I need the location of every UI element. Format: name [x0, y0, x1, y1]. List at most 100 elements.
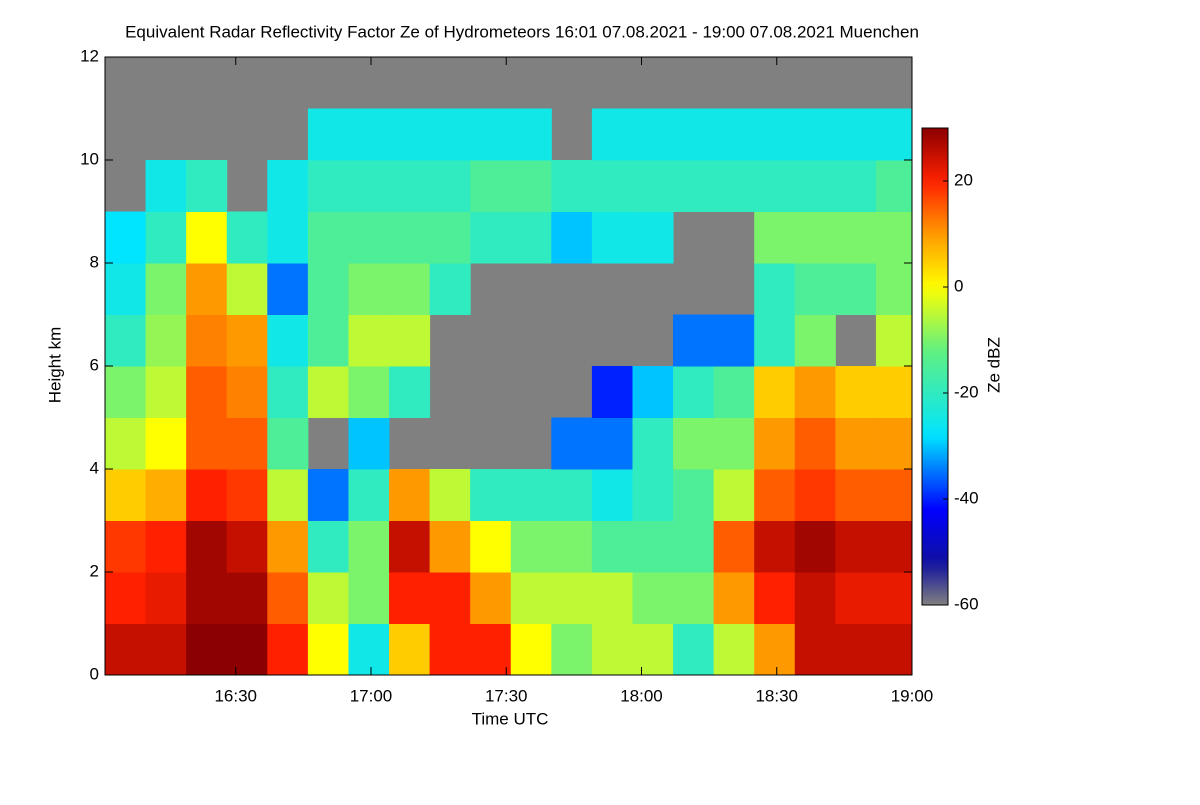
heatmap-cell	[510, 108, 552, 161]
heatmap-cell	[551, 469, 593, 521]
heatmap-cell	[307, 211, 349, 264]
heatmap-cell	[754, 211, 796, 264]
heatmap-cell	[875, 417, 913, 470]
heatmap-cell	[186, 160, 228, 212]
heatmap-cell	[145, 469, 187, 521]
heatmap-cell	[145, 520, 187, 573]
heatmap-cell	[510, 572, 552, 624]
heatmap-cell	[267, 366, 309, 418]
heatmap-cell	[794, 366, 836, 418]
heatmap-cell	[226, 572, 268, 624]
colorbar-tick-label: -20	[954, 382, 979, 401]
heatmap-cell	[794, 263, 836, 315]
heatmap-cell	[470, 108, 512, 161]
heatmap-cell	[632, 572, 674, 624]
heatmap-cell	[429, 263, 471, 315]
heatmap-cell	[591, 623, 633, 676]
heatmap-cell	[875, 623, 913, 676]
heatmap-cell	[754, 520, 796, 573]
heatmap-cell	[307, 314, 349, 367]
heatmap-cell	[591, 160, 633, 212]
heatmap-cell	[186, 366, 228, 418]
heatmap-cell	[267, 520, 309, 573]
heatmap-cell	[875, 366, 913, 418]
heatmap-cell	[591, 572, 633, 624]
heatmap-cell	[429, 160, 471, 212]
heatmap-cell	[389, 314, 431, 367]
heatmap-cell	[794, 108, 836, 161]
heatmap-cell	[835, 572, 877, 624]
heatmap-cell	[105, 211, 147, 264]
heatmap-cell	[835, 108, 877, 161]
y-tick-label: 6	[90, 355, 99, 374]
heatmap-cell	[429, 623, 471, 676]
heatmap-cell	[307, 366, 349, 418]
heatmap-cell	[348, 417, 390, 470]
x-tick-label: 18:30	[755, 686, 798, 705]
heatmap-cell	[186, 469, 228, 521]
heatmap-cell	[713, 417, 755, 470]
heatmap-cell	[794, 314, 836, 367]
heatmap-cell	[835, 623, 877, 676]
heatmap-cell	[348, 263, 390, 315]
heatmap-cell	[145, 160, 187, 212]
colorbar-tick-label: -40	[954, 488, 979, 507]
heatmap-cell	[389, 160, 431, 212]
heatmap-cell	[794, 572, 836, 624]
colorbar-tick-label: 0	[954, 276, 963, 295]
heatmap-cell	[226, 366, 268, 418]
heatmap-cell	[186, 417, 228, 470]
heatmap-cell	[754, 314, 796, 367]
heatmap-cell	[835, 417, 877, 470]
heatmap-cell	[632, 211, 674, 264]
heatmap-cell	[794, 623, 836, 676]
heatmap-cell	[307, 572, 349, 624]
heatmap-cell	[186, 263, 228, 315]
heatmap-cell	[673, 108, 715, 161]
heatmap-cell	[267, 417, 309, 470]
heatmap-cell	[835, 160, 877, 212]
heatmap-cell	[632, 160, 674, 212]
heatmap-cell	[186, 520, 228, 573]
heatmap-cell	[267, 160, 309, 212]
heatmap-cell	[713, 469, 755, 521]
heatmap-cell	[105, 366, 147, 418]
heatmap-cell	[673, 366, 715, 418]
heatmap-cell	[186, 211, 228, 264]
heatmap-cell	[226, 211, 268, 264]
heatmap-cell	[835, 211, 877, 264]
heatmap-cell	[307, 520, 349, 573]
heatmap-cell	[470, 160, 512, 212]
heatmap-cell	[389, 211, 431, 264]
heatmap-cell	[754, 366, 796, 418]
heatmap-cell	[754, 469, 796, 521]
heatmap-cell	[551, 160, 593, 212]
heatmap-cell	[591, 108, 633, 161]
heatmap-cell	[470, 623, 512, 676]
heatmap-cell	[510, 160, 552, 212]
colorbar-label: Ze dBZ	[984, 337, 1003, 393]
heatmap-cell	[794, 160, 836, 212]
x-tick-label: 16:30	[214, 686, 257, 705]
heatmap-cell	[470, 572, 512, 624]
heatmap-cell	[348, 366, 390, 418]
y-tick-label: 2	[90, 561, 99, 580]
heatmap-cell	[632, 520, 674, 573]
heatmap-cell	[673, 520, 715, 573]
heatmap-cell	[145, 417, 187, 470]
heatmap-cell	[754, 623, 796, 676]
heatmap-cell	[470, 211, 512, 264]
heatmap-cell	[389, 263, 431, 315]
heatmap-cell	[551, 520, 593, 573]
heatmap-cell	[510, 211, 552, 264]
colorbar-tick-label: -60	[954, 594, 979, 613]
y-tick-label: 8	[90, 252, 99, 271]
heatmap-cell	[267, 572, 309, 624]
heatmap-cell	[835, 366, 877, 418]
heatmap-cell	[429, 108, 471, 161]
heatmap-cell	[510, 520, 552, 573]
heatmap-cell	[875, 263, 913, 315]
y-tick-label: 12	[80, 46, 99, 65]
heatmap-cell	[348, 469, 390, 521]
y-tick-label: 10	[80, 149, 99, 168]
